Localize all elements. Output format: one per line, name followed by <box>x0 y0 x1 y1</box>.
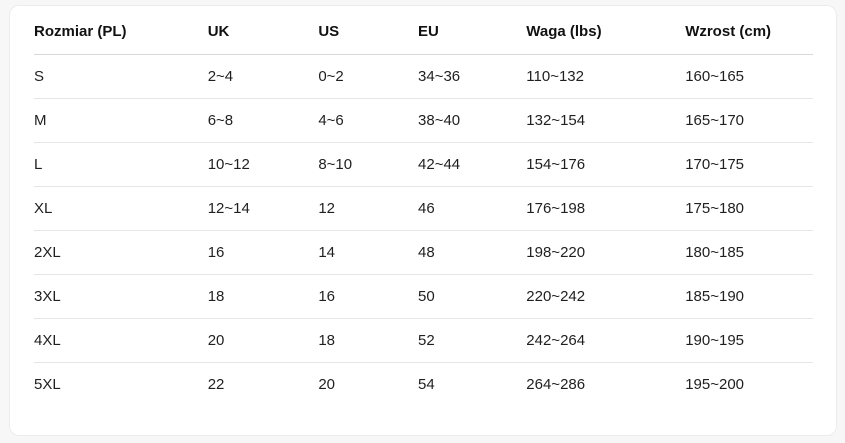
header-row: Rozmiar (PL) UK US EU Waga (lbs) Wzrost … <box>34 6 813 55</box>
table-cell-wzrost: 180~185 <box>685 230 813 275</box>
table-cell-wzrost: 175~180 <box>685 186 813 231</box>
table-cell-eu: 38~40 <box>418 98 527 143</box>
table-cell-wzrost: 185~190 <box>685 274 813 319</box>
table-cell-uk: 2~4 <box>207 54 319 99</box>
table-cell-waga: 132~154 <box>526 98 686 143</box>
table-cell-us: 8~10 <box>318 142 419 187</box>
table-cell-waga: 198~220 <box>526 230 686 275</box>
table-cell-eu: 34~36 <box>418 54 527 99</box>
table-cell-size: 2XL <box>34 230 208 275</box>
table-row: M 6~8 4~6 38~40 132~154 165~170 <box>34 98 813 143</box>
size-chart-card: Rozmiar (PL) UK US EU Waga (lbs) Wzrost … <box>9 5 837 436</box>
table-cell-size: 4XL <box>34 318 208 363</box>
table-row: L 10~12 8~10 42~44 154~176 170~175 <box>34 142 813 187</box>
table-row: 3XL 18 16 50 220~242 185~190 <box>34 274 813 319</box>
column-header-uk: UK <box>207 6 319 55</box>
table-cell-waga: 242~264 <box>526 318 686 363</box>
table-cell-size: XL <box>34 186 208 231</box>
table-cell-waga: 176~198 <box>526 186 686 231</box>
table-cell-size: 5XL <box>34 376 61 393</box>
table-cell-wzrost: 190~195 <box>685 318 813 363</box>
column-header-us: US <box>318 6 419 55</box>
table-cell-eu: 54 <box>418 376 435 393</box>
table-cell-eu: 42~44 <box>418 142 527 187</box>
table-row: XL 12~14 12 46 176~198 175~180 <box>34 186 813 231</box>
table-cell-us: 12 <box>318 186 419 231</box>
table-cell-size: M <box>34 98 208 143</box>
table-cell-us: 4~6 <box>318 98 419 143</box>
column-header-wzrost-cm: Wzrost (cm) <box>685 6 813 55</box>
table-cell-uk: 22 <box>207 376 225 393</box>
size-chart-table: Rozmiar (PL) UK US EU Waga (lbs) Wzrost … <box>34 6 813 406</box>
table-cell-wzrost: 195~200 <box>685 376 745 393</box>
table-cell-wzrost: 170~175 <box>685 142 813 187</box>
table-cell-waga: 154~176 <box>526 142 686 187</box>
table-cell-size: L <box>34 142 208 187</box>
table-row: 2XL 16 14 48 198~220 180~185 <box>34 230 813 275</box>
table-cell-wzrost: 160~165 <box>685 54 813 99</box>
table-cell-waga: 110~132 <box>526 54 686 99</box>
table-cell-uk: 16 <box>207 230 319 275</box>
table-cell-wzrost: 165~170 <box>685 98 813 143</box>
table-cell-uk: 18 <box>207 274 319 319</box>
table-cell-us: 18 <box>318 318 419 363</box>
table-cell-waga: 264~286 <box>526 376 586 393</box>
table-cell-uk: 12~14 <box>207 186 319 231</box>
table-cell-us: 20 <box>318 376 335 393</box>
column-header-waga-lbs: Waga (lbs) <box>526 6 686 55</box>
table-cell-eu: 48 <box>418 230 527 275</box>
column-header-rozmiar-pl: Rozmiar (PL) <box>34 6 208 55</box>
table-cell-us: 14 <box>318 230 419 275</box>
table-cell-uk: 20 <box>207 318 319 363</box>
column-header-eu: EU <box>418 6 527 55</box>
table-cell-us: 0~2 <box>318 54 419 99</box>
table-cell-waga: 220~242 <box>526 274 686 319</box>
table-cell-eu: 50 <box>418 274 527 319</box>
table-cell-eu: 52 <box>418 318 527 363</box>
table-row: S 2~4 0~2 34~36 110~132 160~165 <box>34 54 813 99</box>
size-chart-header: Rozmiar (PL) UK US EU Waga (lbs) Wzrost … <box>34 6 813 55</box>
size-chart-body: S 2~4 0~2 34~36 110~132 160~165 M 6~8 4~6 38~40 13… <box>34 54 813 407</box>
table-cell-us: 16 <box>318 274 419 319</box>
table-cell-uk: 10~12 <box>207 142 319 187</box>
table-cell-uk: 6~8 <box>207 98 319 143</box>
table-cell-size: S <box>34 54 208 99</box>
table-row: 4XL 20 18 52 242~264 190~195 <box>34 318 813 363</box>
table-cell-eu: 46 <box>418 186 527 231</box>
table-cell-size: 3XL <box>34 274 208 319</box>
table-row: 5XL 22 20 54 264~286 195~200 <box>34 363 813 407</box>
